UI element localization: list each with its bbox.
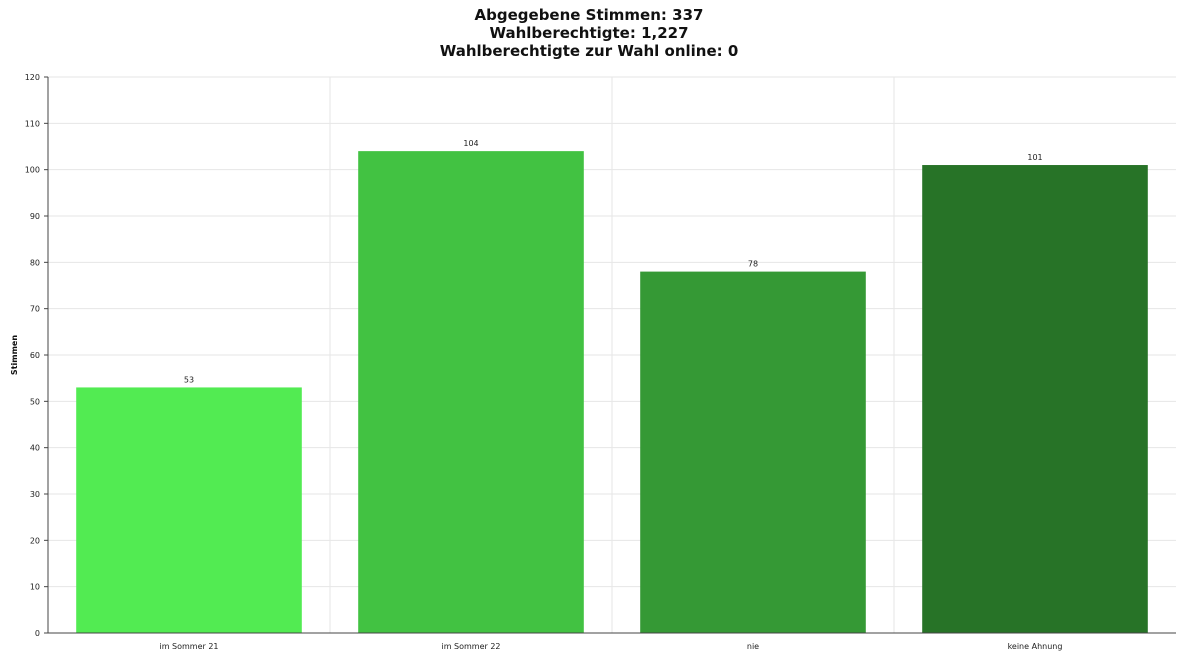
chart-title-votes-cast: Abgegebene Stimmen: 337 [474,6,704,24]
y-tick-label: 70 [30,305,40,314]
chart-title-eligible-voters: Wahlberechtigte: 1,227 [489,24,689,42]
y-tick-label: 120 [25,73,40,82]
y-tick-label: 60 [30,351,40,360]
bar-value-label: 53 [184,375,194,384]
y-tick-label: 110 [25,119,40,128]
bar-value-label: 78 [748,260,758,269]
y-tick-label: 100 [25,166,40,175]
x-tick-label: im Sommer 22 [441,642,500,651]
y-tick-label: 80 [30,258,40,267]
bar-value-label: 101 [1027,153,1042,162]
chart-title-eligible-online: Wahlberechtigte zur Wahl online: 0 [439,42,739,60]
y-tick-label: 40 [30,444,40,453]
y-tick-label: 90 [30,212,40,221]
y-tick-label: 50 [30,397,40,406]
bar [640,271,866,633]
x-tick-label: keine Ahnung [1008,642,1063,651]
x-tick-label: im Sommer 21 [159,642,218,651]
bar [358,151,584,633]
bar-value-label: 104 [463,139,478,148]
x-tick-label: nie [747,642,759,651]
y-axis-title: Stimmen [10,335,19,375]
y-tick-label: 20 [30,536,40,545]
y-tick-label: 30 [30,490,40,499]
y-tick-label: 0 [35,629,40,638]
bar [76,387,302,633]
chart-title-block: Abgegebene Stimmen: 337 Wahlberechtigte:… [0,6,1178,60]
y-tick-label: 10 [30,583,40,592]
bar [922,165,1148,634]
